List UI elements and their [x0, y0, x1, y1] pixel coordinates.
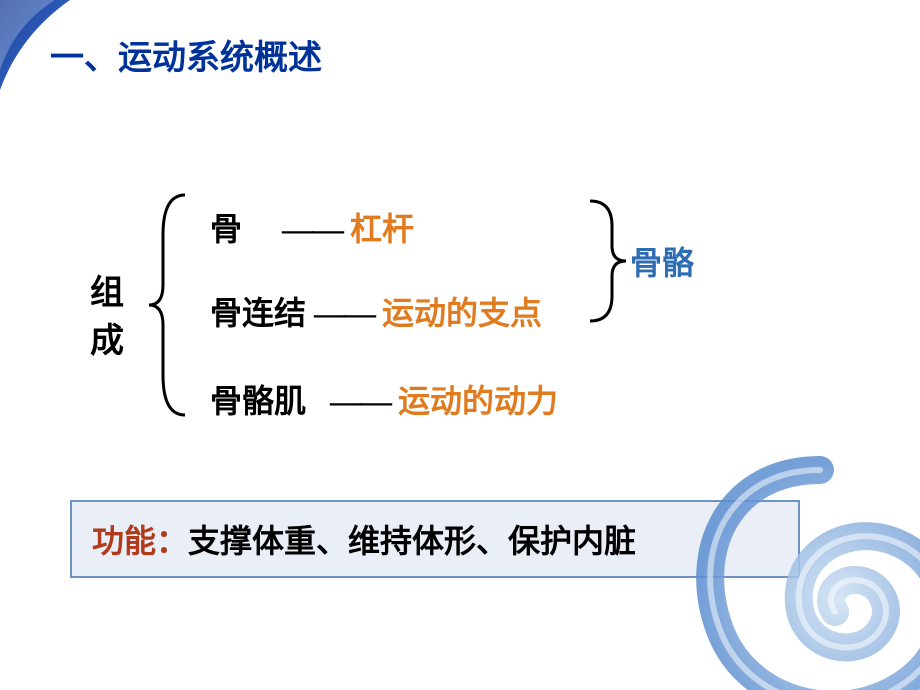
item-desc-2: 运动的支点 — [382, 295, 542, 331]
item-dash-1: —— — [282, 211, 342, 248]
item-name-3: 骨骼肌 — [210, 383, 306, 419]
composition-row-1: 骨 —— 杠杆 — [210, 204, 414, 250]
composition-row-3: 骨骼肌 —— 运动的动力 — [210, 376, 558, 422]
right-brace-icon — [580, 196, 630, 326]
item-dash-2: —— — [314, 295, 374, 332]
slide-title: 一、运动系统概述 — [50, 30, 322, 79]
swirl-decoration — [660, 430, 920, 690]
item-desc-3: 运动的动力 — [398, 383, 558, 419]
item-dash-3: —— — [330, 383, 390, 420]
title-text: 一、运动系统概述 — [50, 40, 322, 77]
function-text: 支撑体重、维持体形、保护内脏 — [188, 523, 636, 559]
function-label: 功能： — [92, 523, 188, 559]
composition-row-2: 骨连结 —— 运动的支点 — [210, 288, 542, 334]
composition-label: 组成 — [90, 270, 130, 365]
item-desc-1: 杠杆 — [350, 211, 414, 247]
left-brace-icon — [145, 190, 195, 420]
item-name-2: 骨连结 — [210, 295, 306, 331]
composition-diagram: 组成 骨 —— 杠杆 骨连结 —— 运动的支点 骨骼肌 —— 运动的动力 骨骼 — [90, 190, 870, 450]
right-group-label: 骨骼 — [630, 238, 694, 284]
item-name-1: 骨 — [210, 211, 242, 247]
